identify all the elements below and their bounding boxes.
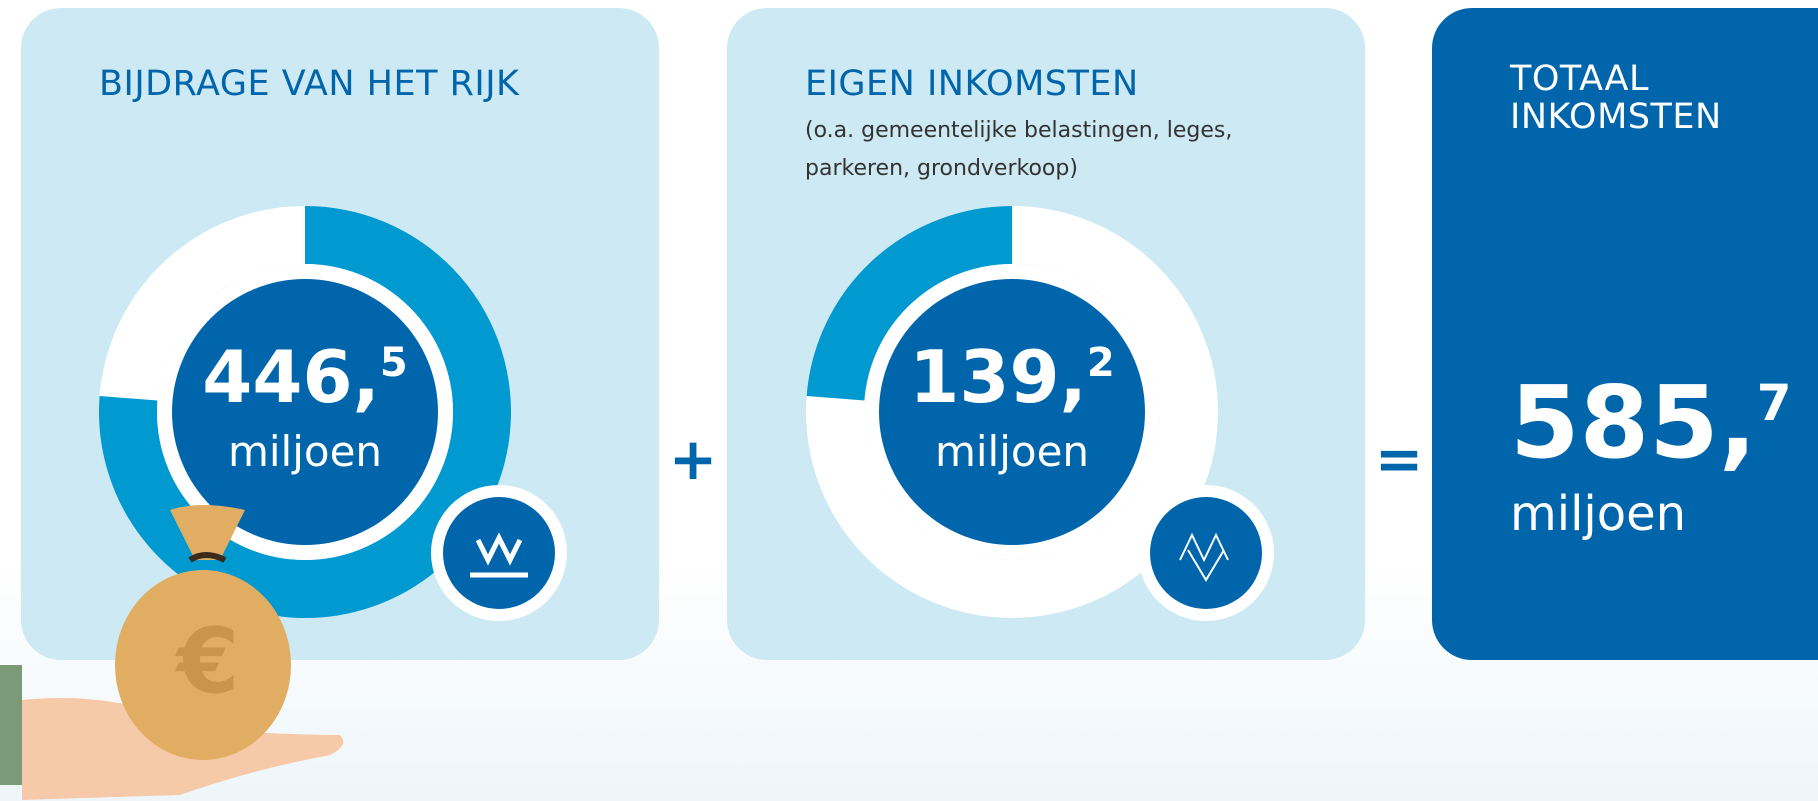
- donuts: 446,5 miljoen 139,2 miljoen €: [0, 0, 1818, 801]
- svg-text:€: €: [175, 609, 240, 714]
- center-unit: miljoen: [935, 427, 1089, 476]
- donut-layer: 446,5 miljoen 139,2 miljoen: [128, 235, 1189, 589]
- logo: [443, 497, 555, 609]
- page: BIJDRAGE VAN HET RIJK EIGEN INKOMSTEN (o…: [0, 0, 1818, 801]
- center-value: 446,5: [202, 335, 408, 419]
- center-unit: miljoen: [228, 427, 382, 476]
- logo: [1150, 497, 1262, 609]
- center-value: 139,2: [909, 335, 1115, 419]
